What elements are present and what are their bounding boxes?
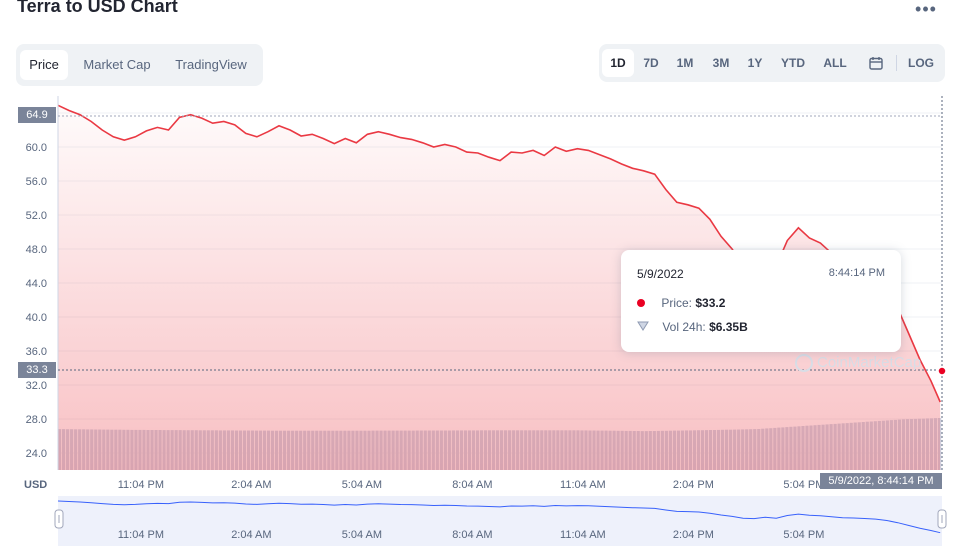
tooltip-price-label: Price: bbox=[661, 295, 693, 310]
currency-label: USD bbox=[24, 479, 47, 491]
crosshair-price-tag: 33.3 bbox=[18, 362, 56, 378]
y-tick-label: 40.0 bbox=[26, 312, 47, 324]
navigator-tick-label: 2:04 AM bbox=[231, 529, 271, 541]
tab-market-cap[interactable]: Market Cap bbox=[83, 57, 151, 72]
range-1y[interactable]: 1Y bbox=[747, 56, 763, 70]
y-tick-label: 56.0 bbox=[26, 176, 47, 188]
more-dots-icon[interactable]: ••• bbox=[915, 0, 937, 19]
watermark-text: CoinMarketCap bbox=[817, 354, 922, 371]
price-line bbox=[57, 104, 941, 403]
navigator-right-handle[interactable] bbox=[937, 509, 947, 529]
navigator-tick-label: 2:04 PM bbox=[673, 529, 714, 541]
y-tick-label: 36.0 bbox=[26, 346, 47, 358]
navigator-tick-label: 8:04 AM bbox=[452, 529, 492, 541]
x-tick-label: 8:04 AM bbox=[452, 479, 492, 491]
range-all[interactable]: ALL bbox=[823, 56, 847, 70]
tooltip-volume-value: $6.35B bbox=[709, 319, 748, 334]
tooltip-date: 5/9/2022 bbox=[637, 267, 684, 281]
volume-icon bbox=[637, 320, 649, 334]
x-tick-label: 11:04 PM bbox=[118, 479, 164, 491]
x-axis-ticks: 11:04 PM 2:04 AM 5:04 AM 8:04 AM 11:04 AM 2:0… bbox=[118, 479, 825, 491]
time-range-selector: 1D 7D 1M 3M 1Y YTD ALL LOG bbox=[599, 44, 945, 82]
navigator-left-handle[interactable] bbox=[54, 509, 64, 529]
y-tick-label: 28.0 bbox=[26, 414, 47, 426]
price-dot-icon bbox=[637, 298, 645, 307]
tab-tradingview[interactable]: TradingView bbox=[175, 57, 247, 72]
crosshair-time-tag: 5/9/2022, 8:44:14 PM bbox=[820, 473, 942, 489]
range-1d[interactable]: 1D bbox=[602, 49, 634, 77]
range-3m[interactable]: 3M bbox=[712, 56, 730, 70]
y-tick-label: 52.0 bbox=[26, 210, 47, 222]
log-scale-toggle[interactable]: LOG bbox=[908, 56, 934, 70]
calendar-icon[interactable] bbox=[861, 49, 891, 77]
range-divider bbox=[896, 55, 897, 71]
x-tick-label: 2:04 AM bbox=[231, 479, 271, 491]
navigator-tick-label: 5:04 PM bbox=[783, 529, 824, 541]
coinmarketcap-logo-icon bbox=[795, 354, 813, 373]
y-tick-label: 60.0 bbox=[26, 142, 47, 154]
range-ytd[interactable]: YTD bbox=[781, 56, 805, 70]
tooltip-price-value: $33.2 bbox=[695, 295, 726, 310]
y-tick-label: 32.0 bbox=[26, 380, 47, 392]
x-tick-label: 11:04 AM bbox=[560, 479, 606, 491]
y-tick-label: 44.0 bbox=[26, 278, 47, 290]
x-tick-label: 5:04 AM bbox=[342, 479, 382, 491]
open-price-tag: 64.9 bbox=[18, 107, 56, 123]
price-area bbox=[58, 105, 941, 471]
tooltip-volume-label: Vol 24h: bbox=[662, 319, 706, 334]
navigator-tick-label: 5:04 AM bbox=[342, 529, 382, 541]
chart-title: Terra to USD Chart bbox=[17, 0, 178, 16]
navigator-tick-label: 11:04 PM bbox=[118, 529, 164, 541]
tooltip-time: 8:44:14 PM bbox=[828, 267, 885, 279]
navigator-background bbox=[58, 496, 942, 546]
x-tick-label: 2:04 PM bbox=[673, 479, 714, 491]
tab-price[interactable]: Price bbox=[20, 50, 68, 80]
y-axis-ticks: 24.0 28.0 32.0 36.0 40.0 44.0 48.0 52.0 56.0 60.0… bbox=[26, 108, 47, 460]
y-tick-label: 48.0 bbox=[26, 244, 47, 256]
hover-point bbox=[937, 366, 947, 376]
navigator-tick-label: 11:04 AM bbox=[560, 529, 606, 541]
navigator-line bbox=[57, 500, 941, 534]
x-tick-label: 5:04 PM bbox=[783, 479, 824, 491]
tooltip-volume-row: Vol 24h: $6.35B bbox=[637, 319, 748, 335]
navigator-ticks: 11:04 PM 2:04 AM 5:04 AM 8:04 AM 11:04 AM 2:0… bbox=[118, 529, 825, 541]
watermark: CoinMarketCap bbox=[795, 354, 922, 373]
range-7d[interactable]: 7D bbox=[643, 56, 659, 70]
price-tooltip: 5/9/2022 8:44:14 PM Price: $33.2 Vol 24h… bbox=[621, 250, 901, 352]
range-1m[interactable]: 1M bbox=[676, 56, 694, 70]
chart-type-tabs: Price Market Cap TradingView bbox=[16, 44, 263, 86]
tooltip-price-row: Price: $33.2 bbox=[637, 295, 725, 311]
y-tick-label: 24.0 bbox=[26, 448, 47, 460]
